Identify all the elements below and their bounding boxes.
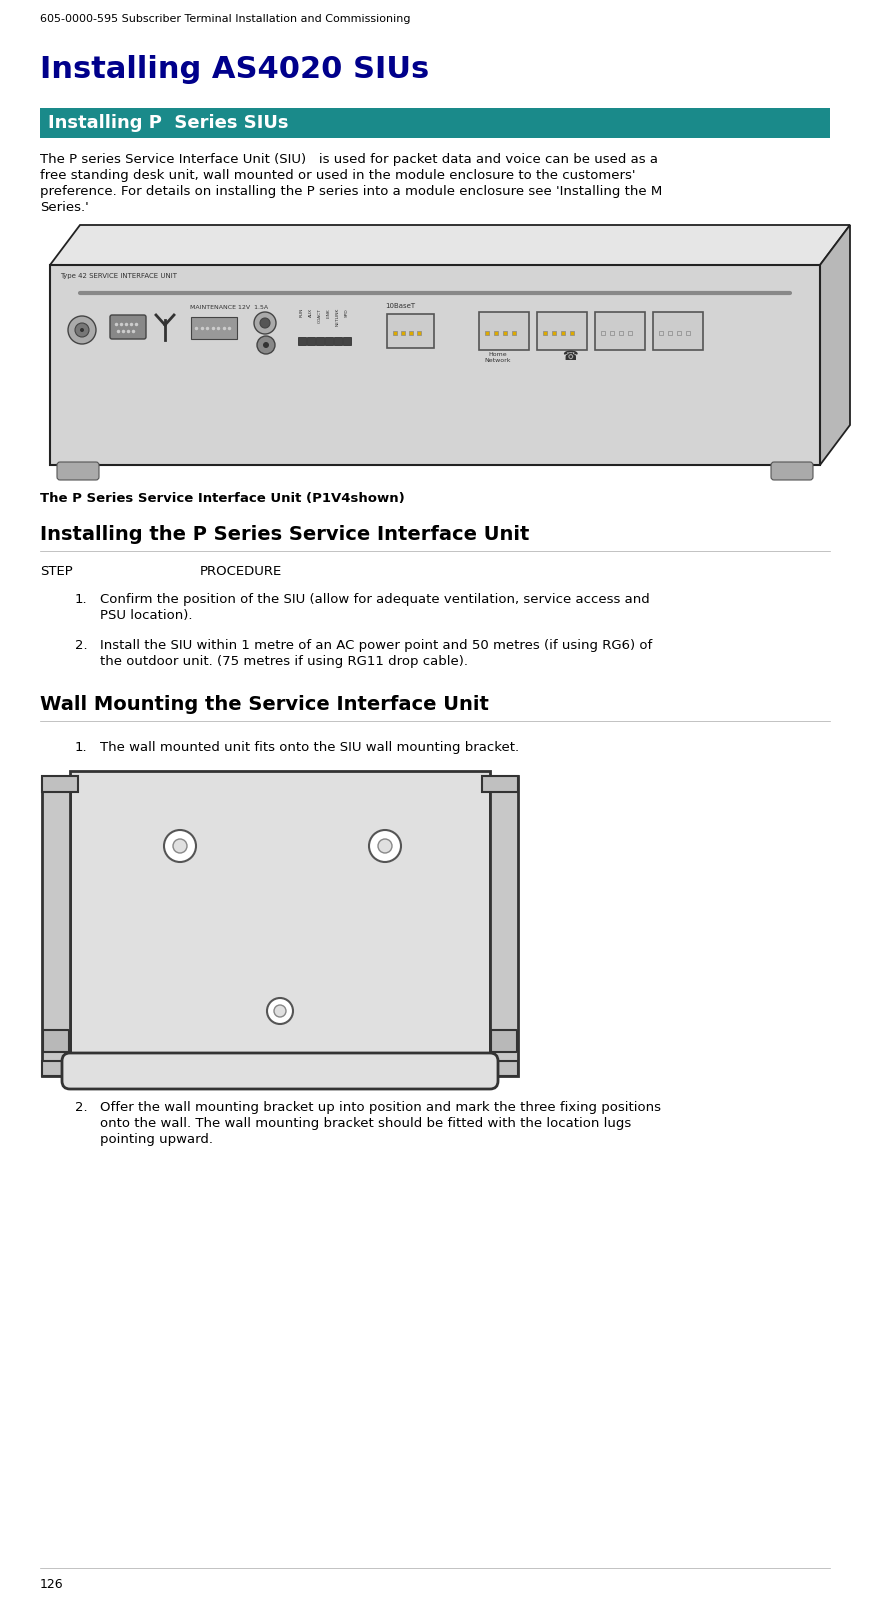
Text: PROCEDURE: PROCEDURE bbox=[200, 566, 283, 578]
Text: STEP: STEP bbox=[40, 566, 72, 578]
Text: the outdoor unit. (75 metres if using RG11 drop cable).: the outdoor unit. (75 metres if using RG… bbox=[100, 655, 468, 668]
FancyBboxPatch shape bbox=[62, 1053, 498, 1088]
FancyBboxPatch shape bbox=[387, 313, 434, 348]
Text: ☎: ☎ bbox=[562, 350, 578, 363]
Text: The P Series Service Interface Unit (P1V4shown): The P Series Service Interface Unit (P1V… bbox=[40, 492, 405, 505]
FancyBboxPatch shape bbox=[50, 265, 820, 465]
Circle shape bbox=[164, 829, 196, 861]
Text: PSU location).: PSU location). bbox=[100, 609, 193, 622]
Text: 1.: 1. bbox=[75, 741, 87, 754]
Text: Installing the P Series Service Interface Unit: Installing the P Series Service Interfac… bbox=[40, 526, 529, 543]
Text: 10BaseT: 10BaseT bbox=[385, 304, 415, 308]
Text: Confirm the position of the SIU (allow for adequate ventilation, service access : Confirm the position of the SIU (allow f… bbox=[100, 593, 650, 606]
Text: pointing upward.: pointing upward. bbox=[100, 1133, 213, 1146]
Text: Offer the wall mounting bracket up into position and mark the three fixing posit: Offer the wall mounting bracket up into … bbox=[100, 1101, 661, 1114]
Text: COACT: COACT bbox=[318, 308, 322, 323]
FancyBboxPatch shape bbox=[110, 315, 146, 339]
Text: preference. For details on installing the P series into a module enclosure see ': preference. For details on installing th… bbox=[40, 185, 662, 198]
Text: MAINTENANCE 12V  1.5A: MAINTENANCE 12V 1.5A bbox=[190, 305, 268, 310]
Text: SPD: SPD bbox=[345, 308, 349, 316]
Circle shape bbox=[263, 342, 269, 348]
Text: 126: 126 bbox=[40, 1577, 64, 1592]
Text: Home
Network: Home Network bbox=[485, 352, 511, 363]
Polygon shape bbox=[50, 225, 850, 265]
Text: The wall mounted unit fits onto the SIU wall mounting bracket.: The wall mounted unit fits onto the SIU … bbox=[100, 741, 519, 754]
FancyBboxPatch shape bbox=[482, 777, 518, 793]
Text: LINK: LINK bbox=[327, 308, 331, 318]
FancyBboxPatch shape bbox=[653, 312, 703, 350]
FancyBboxPatch shape bbox=[57, 462, 99, 479]
FancyBboxPatch shape bbox=[70, 770, 490, 1080]
FancyBboxPatch shape bbox=[491, 1031, 517, 1051]
Circle shape bbox=[68, 316, 96, 344]
FancyBboxPatch shape bbox=[479, 312, 529, 350]
FancyBboxPatch shape bbox=[771, 462, 813, 479]
Text: 2.: 2. bbox=[75, 639, 87, 652]
FancyBboxPatch shape bbox=[43, 1031, 69, 1051]
FancyBboxPatch shape bbox=[343, 337, 351, 345]
FancyBboxPatch shape bbox=[333, 337, 342, 345]
Circle shape bbox=[173, 839, 187, 853]
FancyBboxPatch shape bbox=[42, 777, 78, 793]
Text: 605-0000-595 Subscriber Terminal Installation and Commissioning: 605-0000-595 Subscriber Terminal Install… bbox=[40, 14, 411, 24]
FancyBboxPatch shape bbox=[490, 777, 518, 1075]
FancyBboxPatch shape bbox=[482, 1061, 518, 1075]
Text: 2.: 2. bbox=[75, 1101, 87, 1114]
Text: free standing desk unit, wall mounted or used in the module enclosure to the cus: free standing desk unit, wall mounted or… bbox=[40, 169, 636, 182]
Circle shape bbox=[369, 829, 401, 861]
Polygon shape bbox=[820, 225, 850, 465]
Text: Type 42 SERVICE INTERFACE UNIT: Type 42 SERVICE INTERFACE UNIT bbox=[60, 273, 177, 280]
FancyBboxPatch shape bbox=[191, 316, 237, 339]
FancyBboxPatch shape bbox=[40, 109, 830, 137]
FancyBboxPatch shape bbox=[42, 1061, 78, 1075]
Circle shape bbox=[267, 999, 293, 1024]
Circle shape bbox=[80, 328, 84, 332]
Text: Wall Mounting the Service Interface Unit: Wall Mounting the Service Interface Unit bbox=[40, 695, 489, 714]
Circle shape bbox=[254, 312, 276, 334]
Text: The P series Service Interface Unit (SIU)   is used for packet data and voice ca: The P series Service Interface Unit (SIU… bbox=[40, 153, 658, 166]
Text: 1.: 1. bbox=[75, 593, 87, 606]
Text: Installing P  Series SIUs: Installing P Series SIUs bbox=[48, 113, 289, 133]
FancyBboxPatch shape bbox=[595, 312, 645, 350]
Text: RUN: RUN bbox=[300, 308, 304, 318]
FancyBboxPatch shape bbox=[537, 312, 587, 350]
Circle shape bbox=[257, 336, 275, 355]
Text: NETLINK: NETLINK bbox=[336, 308, 340, 326]
Text: Series.': Series.' bbox=[40, 201, 89, 214]
Text: Install the SIU within 1 metre of an AC power point and 50 metres (if using RG6): Install the SIU within 1 metre of an AC … bbox=[100, 639, 652, 652]
Text: Installing AS4020 SIUs: Installing AS4020 SIUs bbox=[40, 54, 429, 85]
FancyBboxPatch shape bbox=[306, 337, 315, 345]
FancyBboxPatch shape bbox=[42, 777, 70, 1075]
Text: AUX: AUX bbox=[309, 308, 313, 316]
FancyBboxPatch shape bbox=[324, 337, 332, 345]
Circle shape bbox=[260, 318, 270, 328]
FancyBboxPatch shape bbox=[297, 337, 305, 345]
Circle shape bbox=[274, 1005, 286, 1016]
Circle shape bbox=[378, 839, 392, 853]
Text: onto the wall. The wall mounting bracket should be fitted with the location lugs: onto the wall. The wall mounting bracket… bbox=[100, 1117, 631, 1130]
FancyBboxPatch shape bbox=[316, 337, 324, 345]
Circle shape bbox=[75, 323, 89, 337]
